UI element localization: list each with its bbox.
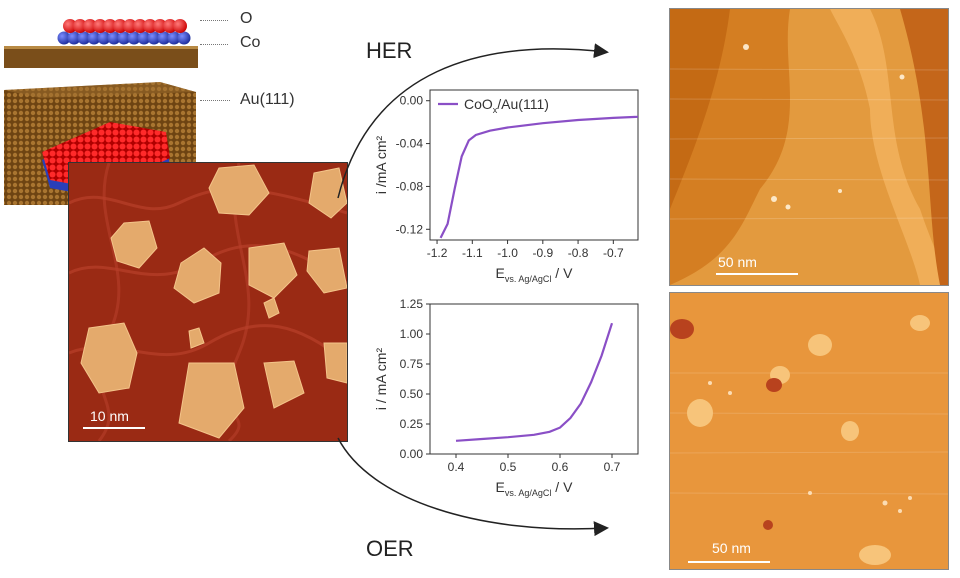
- co-atom: [97, 31, 111, 45]
- legend-label: CoOx/Au(111): [464, 96, 549, 115]
- y-tick-label: 1.00: [400, 327, 424, 341]
- co-atom: [57, 31, 71, 45]
- y-axis-label: i /mA cm²: [373, 136, 389, 195]
- scalebar-her-label: 50 nm: [718, 254, 757, 270]
- x-tick-label: -1.1: [462, 246, 483, 260]
- label-co: Co: [240, 34, 261, 51]
- leader-co: [200, 44, 228, 45]
- o-atom: [63, 19, 77, 33]
- y-tick-label: 0.25: [400, 417, 424, 431]
- label-au: Au(111): [240, 91, 295, 108]
- plot-frame: [429, 303, 639, 455]
- oer-arrow: [337, 437, 609, 537]
- co-atom: [177, 31, 191, 45]
- scalebar-main-label: 10 nm: [90, 408, 129, 424]
- x-tick-label: -1.2: [427, 246, 448, 260]
- co-atom: [87, 31, 101, 45]
- x-axis-label: Evs. Ag/AgCl / V: [496, 479, 574, 498]
- oer-label: OER: [366, 536, 414, 561]
- co-atom: [127, 31, 141, 45]
- label-o: O: [240, 10, 253, 27]
- side-co-layer: [57, 31, 191, 45]
- co-atom: [157, 31, 171, 45]
- co-atom: [77, 31, 91, 45]
- o-atom: [83, 19, 97, 33]
- x-tick-label: -0.7: [603, 246, 624, 260]
- o-atom: [93, 19, 107, 33]
- y-tick-label: 0.00: [400, 94, 424, 108]
- plot-frame: [429, 89, 639, 241]
- x-tick-label: 0.5: [500, 460, 517, 474]
- y-tick-label: 0.75: [400, 357, 424, 371]
- oxide-islands: [80, 164, 347, 439]
- co-atom: [147, 31, 161, 45]
- side-o-layer: [63, 19, 187, 33]
- x-tick-label: -0.8: [568, 246, 589, 260]
- scalebar-oer: [688, 561, 770, 563]
- her-label: HER: [366, 38, 413, 63]
- y-tick-label: 1.25: [400, 297, 424, 311]
- series-line: [439, 115, 639, 239]
- o-atom: [133, 19, 147, 33]
- o-atom: [73, 19, 87, 33]
- o-atom: [163, 19, 177, 33]
- side-gold-substrate: [4, 46, 198, 68]
- x-axis-label: Evs. Ag/AgCl / V: [496, 265, 574, 284]
- co-atom: [67, 31, 81, 45]
- y-tick-label: 0.00: [400, 447, 424, 461]
- stm-main-image: [68, 162, 348, 442]
- y-tick-label: -0.08: [396, 179, 424, 193]
- y-axis-label: i / mA cm²: [373, 348, 389, 411]
- o-atom: [173, 19, 187, 33]
- scalebar-oer-label: 50 nm: [712, 540, 751, 556]
- stm-her-image: [669, 8, 949, 286]
- o-atom: [143, 19, 157, 33]
- reaction-arrows: [337, 43, 609, 537]
- stm-oer-image: [669, 292, 949, 570]
- series-line: [455, 322, 614, 442]
- scalebar-her: [716, 273, 798, 275]
- leader-au: [200, 100, 230, 101]
- leader-o: [200, 20, 228, 21]
- o-atom: [103, 19, 117, 33]
- co-atom: [137, 31, 151, 45]
- y-tick-label: -0.04: [396, 137, 424, 151]
- x-tick-label: 0.4: [448, 460, 465, 474]
- co-atom: [117, 31, 131, 45]
- o-atom: [153, 19, 167, 33]
- y-tick-label: 0.50: [400, 387, 424, 401]
- x-tick-label: 0.6: [552, 460, 569, 474]
- x-tick-label: -1.0: [497, 246, 518, 260]
- co-atom: [107, 31, 121, 45]
- side-view-schematic: [4, 19, 198, 68]
- x-tick-label: -0.9: [532, 246, 553, 260]
- y-tick-label: -0.12: [396, 222, 424, 236]
- her-chart: -1.2 -1.1 -1.0 -0.9 -0.8 -0.7 0.00 -0.04 -0.08 -0…: [373, 89, 639, 284]
- x-tick-label: 0.7: [604, 460, 621, 474]
- her-arrow: [337, 43, 609, 199]
- o-atom: [123, 19, 137, 33]
- o-atom: [113, 19, 127, 33]
- scalebar-main: [83, 427, 145, 429]
- co-atom: [167, 31, 181, 45]
- oer-chart: 0.4 0.5 0.6 0.7 0.00 0.25 0.50 0.75 1.00 1.25 Evs.…: [373, 297, 639, 498]
